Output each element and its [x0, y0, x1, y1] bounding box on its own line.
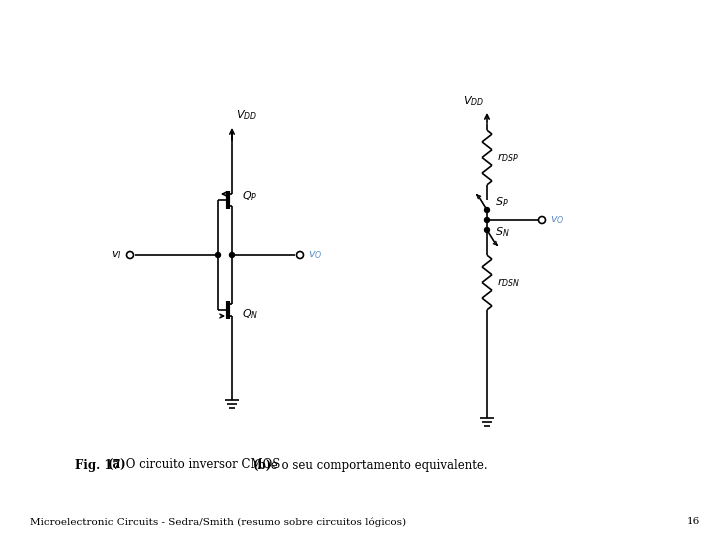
- Text: (a): (a): [108, 458, 127, 471]
- Text: $r_{DSP}$: $r_{DSP}$: [497, 151, 519, 164]
- Text: $v_I$: $v_I$: [112, 249, 122, 261]
- Text: $V_{DD}$: $V_{DD}$: [463, 94, 485, 108]
- Text: $Q_P$: $Q_P$: [242, 189, 258, 203]
- Text: Fig. 17: Fig. 17: [75, 458, 129, 471]
- Text: $S_N$: $S_N$: [495, 225, 510, 239]
- Text: $V_{DD}$: $V_{DD}$: [236, 108, 257, 122]
- Text: (b): (b): [253, 458, 272, 471]
- Text: $Q_N$: $Q_N$: [242, 307, 258, 321]
- Circle shape: [539, 217, 546, 224]
- Circle shape: [297, 252, 304, 259]
- Circle shape: [485, 207, 490, 213]
- Text: Microelectronic Circuits - Sedra/Smith (resumo sobre circuitos lógicos): Microelectronic Circuits - Sedra/Smith (…: [30, 517, 406, 526]
- Text: $r_{DSN}$: $r_{DSN}$: [497, 276, 520, 289]
- Text: O circuito inversor CMOS: O circuito inversor CMOS: [122, 458, 288, 471]
- Text: $v_O$: $v_O$: [308, 249, 323, 261]
- Circle shape: [485, 218, 490, 222]
- Text: 16: 16: [687, 517, 700, 526]
- Text: $v_O$: $v_O$: [550, 214, 564, 226]
- Circle shape: [127, 252, 133, 259]
- Circle shape: [485, 227, 490, 233]
- Text: $S_P$: $S_P$: [495, 195, 509, 209]
- Circle shape: [215, 253, 220, 258]
- Circle shape: [230, 253, 235, 258]
- Text: e o seu comportamento equivalente.: e o seu comportamento equivalente.: [267, 458, 487, 471]
